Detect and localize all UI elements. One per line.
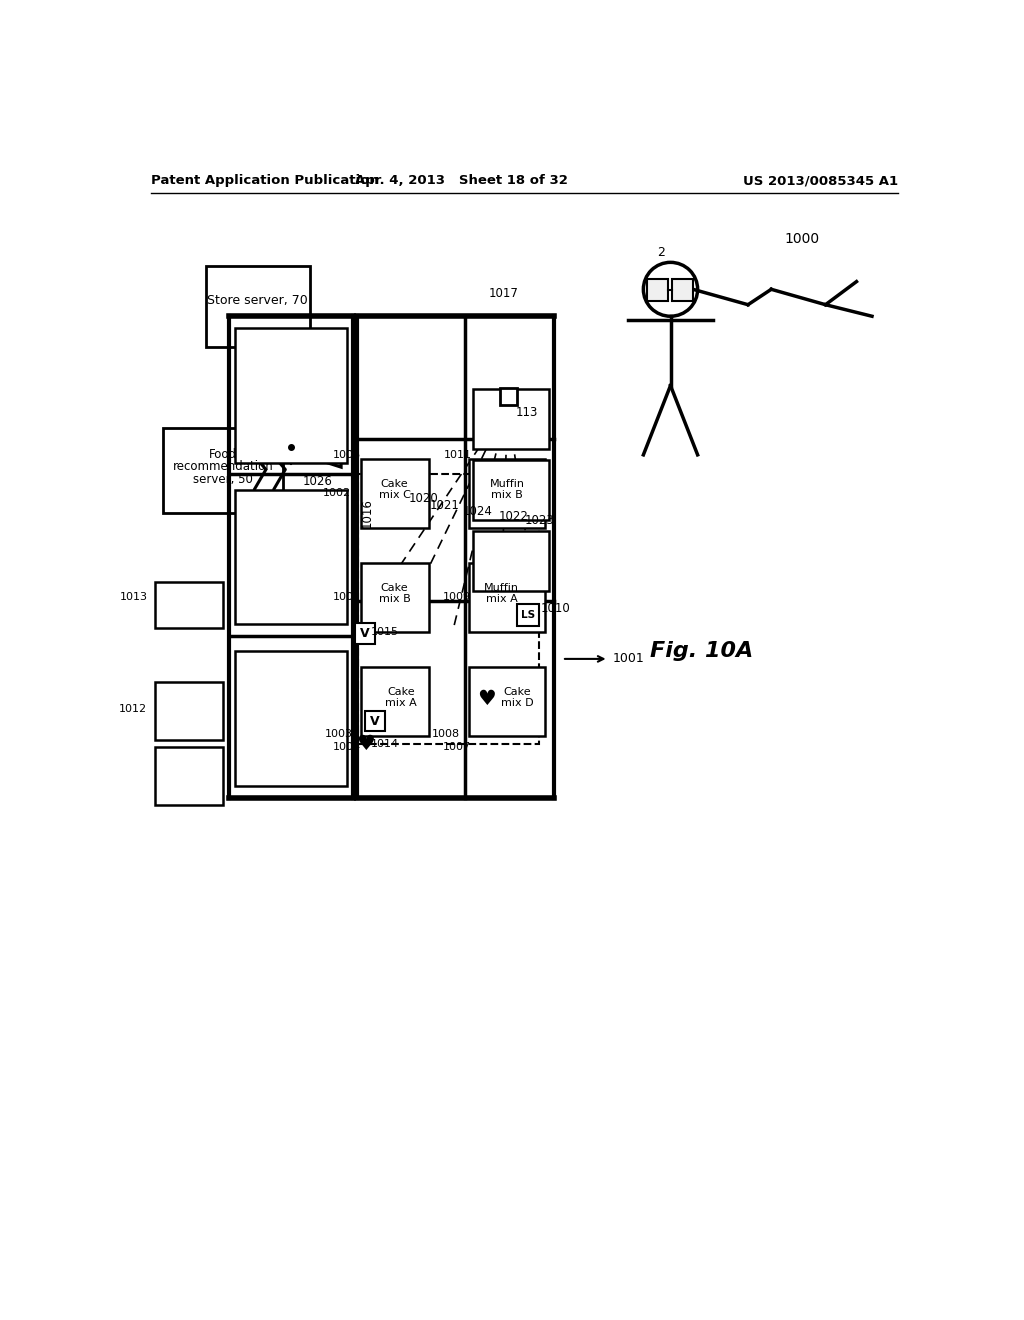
Bar [366, 711, 385, 731]
Text: mix D: mix D [501, 698, 534, 708]
Bar [647, 280, 669, 301]
Text: 1012: 1012 [119, 704, 147, 714]
Bar [234, 490, 346, 624]
Text: mix A: mix A [485, 594, 517, 603]
Text: ♥: ♥ [355, 734, 375, 754]
Text: mix B: mix B [379, 594, 411, 603]
Text: 1021: 1021 [430, 499, 460, 512]
Text: 1001: 1001 [612, 652, 644, 665]
Text: 1003: 1003 [325, 730, 353, 739]
Text: 1024: 1024 [463, 506, 493, 519]
Bar [473, 389, 549, 449]
Bar [500, 388, 517, 405]
Text: 1026: 1026 [303, 475, 333, 488]
Bar [469, 459, 545, 528]
Text: 113: 113 [516, 407, 539, 418]
Bar [163, 428, 283, 512]
Bar [355, 623, 375, 644]
Text: 1020: 1020 [409, 492, 438, 506]
Text: Muffin: Muffin [489, 479, 524, 490]
Bar [473, 531, 549, 591]
Bar [360, 562, 429, 632]
Polygon shape [302, 428, 341, 467]
Text: Store server, 70: Store server, 70 [208, 294, 308, 308]
Bar [234, 327, 346, 462]
Text: mix C: mix C [379, 490, 411, 500]
Text: Patent Application Publication: Patent Application Publication [152, 174, 379, 187]
Text: ♥: ♥ [477, 689, 496, 709]
Bar [155, 747, 223, 805]
Text: 1007: 1007 [443, 742, 471, 752]
Bar [206, 267, 310, 347]
Text: 1014: 1014 [371, 739, 398, 748]
Bar [358, 474, 539, 743]
Text: 1017: 1017 [488, 286, 519, 300]
Text: 1016: 1016 [360, 498, 373, 528]
Text: 1006: 1006 [333, 450, 360, 459]
Bar [469, 562, 545, 632]
Text: 1000: 1000 [784, 232, 820, 247]
Text: 1013: 1013 [120, 593, 147, 602]
Bar [517, 605, 539, 626]
Text: 1005: 1005 [333, 593, 360, 602]
Text: Apr. 4, 2013   Sheet 18 of 32: Apr. 4, 2013 Sheet 18 of 32 [354, 174, 567, 187]
Text: 1002: 1002 [324, 488, 351, 499]
Bar [360, 667, 429, 737]
Text: Muffin: Muffin [484, 583, 519, 593]
Bar [155, 582, 223, 628]
Text: 1009: 1009 [443, 593, 471, 602]
Text: Cake: Cake [503, 686, 530, 697]
Text: 1011: 1011 [443, 450, 471, 459]
Bar [672, 280, 693, 301]
Text: 2: 2 [657, 246, 666, 259]
Text: Cake: Cake [387, 686, 415, 697]
Text: recommendation: recommendation [173, 459, 273, 473]
Text: Cake: Cake [381, 583, 409, 593]
Text: V: V [371, 714, 380, 727]
Bar [360, 459, 429, 528]
Text: Cake: Cake [381, 479, 409, 490]
Text: mix B: mix B [492, 490, 523, 500]
Bar [469, 667, 545, 737]
Text: 1023: 1023 [524, 515, 554, 528]
Text: Fig. 10A: Fig. 10A [650, 642, 753, 661]
Text: LS: LS [521, 610, 535, 620]
Text: 1015: 1015 [371, 627, 398, 638]
Bar [155, 682, 223, 739]
Text: US 2013/0085345 A1: US 2013/0085345 A1 [743, 174, 898, 187]
Text: 1008: 1008 [432, 730, 460, 739]
Text: Food: Food [209, 449, 237, 462]
Text: server, 50: server, 50 [193, 473, 253, 486]
Text: mix A: mix A [385, 698, 417, 708]
Text: 1010: 1010 [541, 602, 570, 615]
Text: 1004: 1004 [333, 742, 360, 751]
Text: 1022: 1022 [499, 510, 528, 523]
Bar [234, 651, 346, 785]
Text: V: V [360, 627, 370, 640]
Bar [473, 461, 549, 520]
